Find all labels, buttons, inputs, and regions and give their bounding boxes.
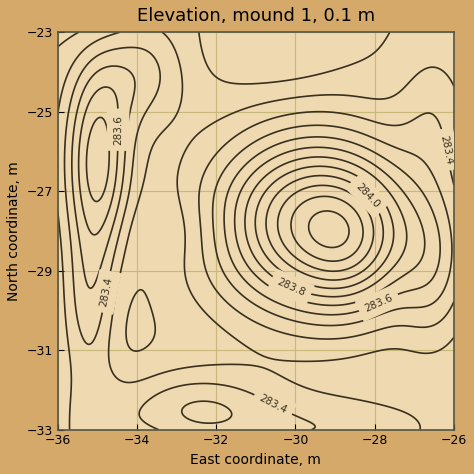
X-axis label: East coordinate, m: East coordinate, m [191, 453, 321, 467]
Text: 283.8: 283.8 [275, 276, 307, 298]
Text: 283.4: 283.4 [258, 393, 289, 416]
Text: 283.4: 283.4 [99, 276, 114, 308]
Text: 283.6: 283.6 [113, 115, 123, 145]
Text: 283.4: 283.4 [438, 134, 454, 165]
Text: 283.6: 283.6 [363, 292, 394, 314]
Y-axis label: North coordinate, m: North coordinate, m [7, 161, 21, 301]
Title: Elevation, mound 1, 0.1 m: Elevation, mound 1, 0.1 m [137, 7, 375, 25]
Text: 284.0: 284.0 [354, 181, 382, 210]
